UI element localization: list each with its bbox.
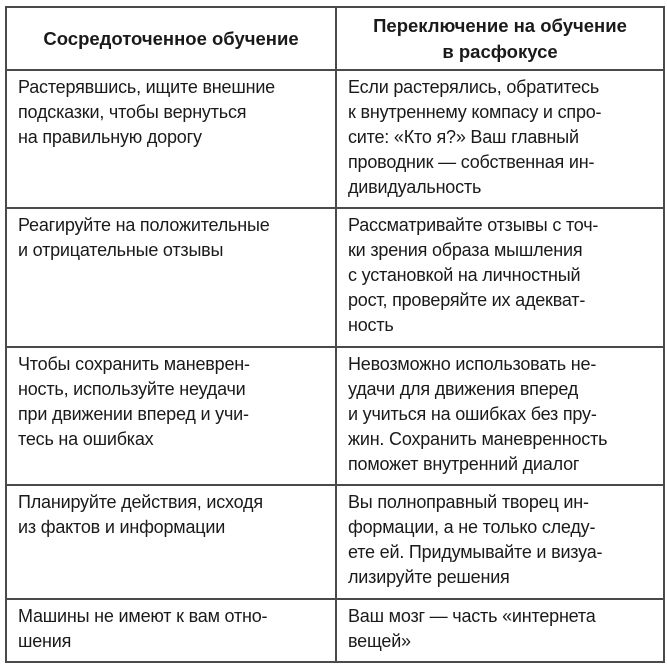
text-line: тесь на ошибках xyxy=(18,429,154,449)
text-line: рост, проверяйте их адекват- xyxy=(348,290,586,310)
text-line: ность xyxy=(348,315,394,335)
text-line: Невозможно использовать не- xyxy=(348,354,597,374)
text-line: и отрицательные отзывы xyxy=(18,240,224,260)
table-row: Планируйте действия, исходя из фактов и и… xyxy=(5,484,665,600)
text-line: ете ей. Придумывайте и визуа- xyxy=(348,542,603,562)
text-line: Рассматривайте отзывы с точ- xyxy=(348,215,599,235)
text-line: Если растерялись, обратитесь xyxy=(348,77,600,97)
cell-defocused: Невозможно использовать не-удачи для дви… xyxy=(335,346,665,486)
text-line: с установкой на личностный xyxy=(348,265,581,285)
text-line: лизируйте решения xyxy=(348,567,510,587)
text-line: удачи для движения вперед xyxy=(348,379,579,399)
text-line: в расфокусе xyxy=(442,40,558,62)
text-line: ки зрения образа мышления xyxy=(348,240,583,260)
text-line: ность, используйте неудачи xyxy=(18,379,246,399)
text-line: к внутреннему компасу и спро- xyxy=(348,102,602,122)
table-header-row: Сосредоточенное обучение Переключение на… xyxy=(5,6,665,71)
text-line: дивидуальность xyxy=(348,177,482,197)
text-line: вещей» xyxy=(348,631,411,651)
text-line: Реагируйте на положительные xyxy=(18,215,270,235)
header-defocused-learning: Переключение на обучение в расфокусе xyxy=(335,6,665,71)
text-line: формации, а не только следу- xyxy=(348,517,596,537)
table-row: Реагируйте на положительные и отрицательн… xyxy=(5,207,665,348)
text-line: Вы полноправный творец ин- xyxy=(348,492,589,512)
text-line: и учиться на ошибках без пру- xyxy=(348,404,597,424)
text-line: подсказки, чтобы вернуться xyxy=(18,102,247,122)
text-line: при движении вперед и учи- xyxy=(18,404,249,424)
cell-focused: Растерявшись, ищите внешние подсказки, чт… xyxy=(5,69,337,209)
text-line: поможет внутренний диалог xyxy=(348,454,580,474)
text-line: жин. Сохранить маневренность xyxy=(348,429,608,449)
cell-defocused: Если растерялись, обратитесь к внутреннем… xyxy=(335,69,665,209)
text-line: Ваш мозг — часть «интернета xyxy=(348,606,596,626)
cell-defocused: Вы полноправный творец ин-формации, а не… xyxy=(335,484,665,600)
cell-focused: Чтобы сохранить маневрен-ность, использу… xyxy=(5,346,337,486)
cell-focused: Машины не имеют к вам отно-шения xyxy=(5,598,337,663)
text-line: Чтобы сохранить маневрен- xyxy=(18,354,250,374)
cell-defocused: Рассматривайте отзывы с точ-ки зрения об… xyxy=(335,207,665,348)
text-line: Сосредоточенное обучение xyxy=(43,27,299,49)
text-line: Переключение на обучение xyxy=(373,14,627,36)
cell-focused: Планируйте действия, исходя из фактов и и… xyxy=(5,484,337,600)
text-line: Растерявшись, ищите внешние xyxy=(18,77,275,97)
cell-defocused: Ваш мозг — часть «интернета вещей» xyxy=(335,598,665,663)
table-row: Машины не имеют к вам отно-шения Ваш моз… xyxy=(5,598,665,663)
text-line: Планируйте действия, исходя xyxy=(18,492,263,512)
text-line: проводник — собственная ин- xyxy=(348,152,595,172)
text-line: на правильную дорогу xyxy=(18,127,202,147)
text-line: Машины не имеют к вам отно- xyxy=(18,606,268,626)
text-line: шения xyxy=(18,631,72,651)
text-line: из фактов и информации xyxy=(18,517,226,537)
table-row: Растерявшись, ищите внешние подсказки, чт… xyxy=(5,69,665,209)
cell-focused: Реагируйте на положительные и отрицательн… xyxy=(5,207,337,348)
text-line: сите: «Кто я?» Ваш главный xyxy=(348,127,579,147)
comparison-table: Сосредоточенное обучение Переключение на… xyxy=(5,6,665,663)
header-focused-learning: Сосредоточенное обучение xyxy=(5,6,337,71)
table-row: Чтобы сохранить маневрен-ность, использу… xyxy=(5,346,665,486)
